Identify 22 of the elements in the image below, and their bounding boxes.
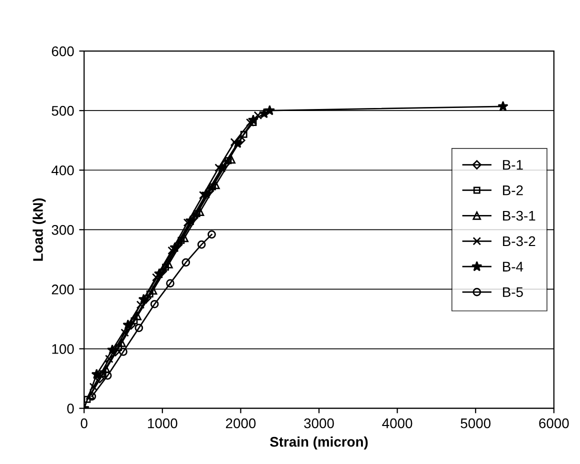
y-tick-label: 400: [52, 165, 74, 176]
x-tick-label: 1000: [148, 418, 178, 428]
y-tick-label: 500: [52, 106, 74, 116]
legend-label: B-2: [503, 185, 523, 196]
legend-label: B-1: [503, 160, 523, 170]
legend-label: B-4: [503, 262, 524, 272]
x-tick-label: 0: [80, 418, 88, 428]
x-tick-label: 5000: [460, 418, 491, 428]
x-tick-label: 6000: [539, 418, 569, 428]
legend-label: B-3-1: [503, 210, 536, 221]
y-tick-label: 100: [52, 344, 74, 354]
y-tick-label: 0: [67, 404, 74, 414]
y-tick-label: 600: [52, 46, 74, 56]
y-axis-title: Load (kN): [32, 198, 46, 261]
x-tick-label: 3000: [304, 418, 334, 428]
legend-label: B-5: [503, 287, 523, 298]
y-tick-label: 300: [52, 225, 74, 235]
x-axis-title: Strain (micron): [270, 436, 368, 450]
y-tick-label: 200: [52, 284, 74, 294]
legend-label: B-3-2: [503, 236, 536, 246]
x-tick-label: 4000: [382, 418, 412, 428]
x-tick-label: 2000: [226, 418, 256, 428]
